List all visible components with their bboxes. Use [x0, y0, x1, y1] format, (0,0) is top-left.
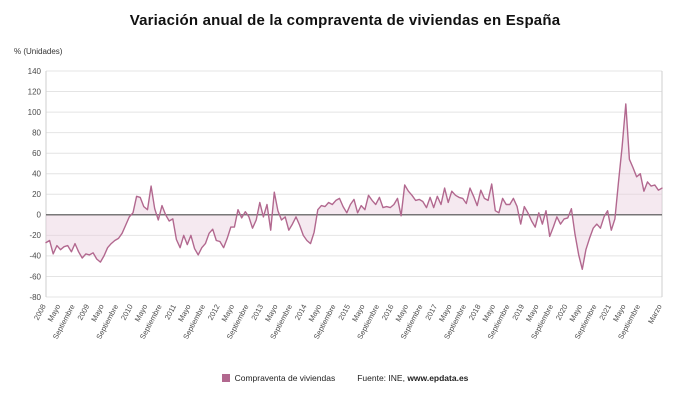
svg-text:-80: -80 [29, 293, 41, 302]
svg-text:20: 20 [32, 190, 41, 199]
line-chart: 140120100806040200-20-40-60-802008MayoSe… [28, 67, 664, 341]
svg-text:60: 60 [32, 149, 41, 158]
svg-text:-60: -60 [29, 272, 41, 281]
svg-text:80: 80 [32, 128, 41, 137]
source-link[interactable]: www.epdata.es [407, 373, 469, 383]
svg-text:-40: -40 [29, 252, 41, 261]
svg-text:Marzo: Marzo [646, 303, 664, 326]
svg-text:120: 120 [28, 87, 42, 96]
svg-text:100: 100 [28, 108, 42, 117]
page-title: Variación anual de la compraventa de viv… [129, 12, 561, 29]
svg-text:140: 140 [28, 67, 42, 76]
svg-text:40: 40 [32, 170, 41, 179]
source-prefix: Fuente: INE, [357, 373, 408, 383]
y-axis-unit-label: % (Unidades) [14, 47, 63, 56]
source-text: Fuente: INE, www.epdata.es [357, 373, 468, 383]
chart-footer: Compraventa de viviendas Fuente: INE, ww… [0, 373, 690, 383]
svg-text:-20: -20 [29, 231, 41, 240]
legend: Compraventa de viviendas [221, 373, 336, 383]
legend-swatch-icon [221, 374, 230, 382]
legend-label: Compraventa de viviendas [234, 373, 336, 383]
svg-text:0: 0 [37, 211, 42, 220]
